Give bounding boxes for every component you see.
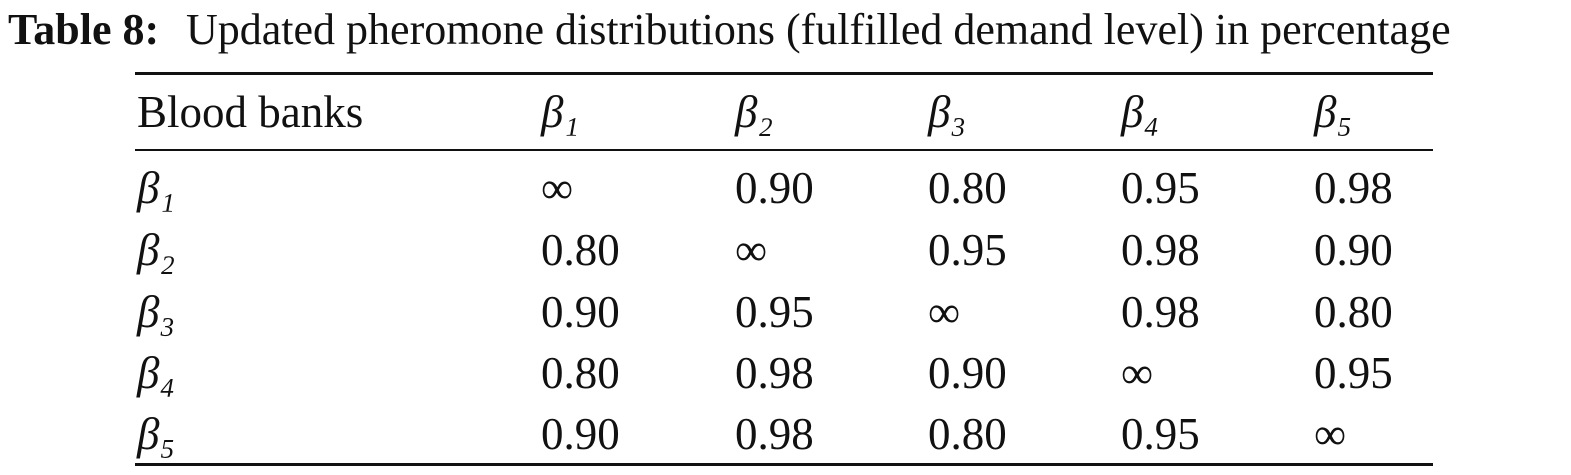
table-cell: 0.98 bbox=[1314, 163, 1393, 213]
bottom-rule bbox=[135, 463, 1433, 466]
table-cell: 0.95 bbox=[1121, 409, 1200, 459]
table-cell: 0.98 bbox=[1121, 225, 1200, 275]
table-cell: 0.98 bbox=[1121, 287, 1200, 337]
table-cell: 0.90 bbox=[541, 287, 620, 337]
row-label: β₁ bbox=[137, 163, 176, 213]
table-cell: ∞ bbox=[735, 225, 768, 275]
header-cell: β₃ bbox=[928, 87, 967, 137]
row-label: β₃ bbox=[137, 287, 176, 337]
header-cell: β₁ bbox=[541, 87, 580, 137]
header-cell: Blood banks bbox=[137, 87, 364, 137]
caption-text: Updated pheromone distributions (fulfill… bbox=[186, 5, 1451, 54]
table-cell: 0.80 bbox=[928, 163, 1007, 213]
table-cell: 0.98 bbox=[735, 348, 814, 398]
table-cell: 0.98 bbox=[735, 409, 814, 459]
table-cell: 0.95 bbox=[1314, 348, 1393, 398]
table-cell: 0.80 bbox=[928, 409, 1007, 459]
table-cell: ∞ bbox=[1314, 409, 1347, 459]
table-cell: ∞ bbox=[928, 287, 961, 337]
header-cell: β₄ bbox=[1121, 87, 1160, 137]
table-cell: 0.80 bbox=[1314, 287, 1393, 337]
row-label: β₄ bbox=[137, 348, 176, 398]
table-cell: 0.90 bbox=[1314, 225, 1393, 275]
header-rule bbox=[135, 149, 1433, 151]
table-cell: ∞ bbox=[1121, 348, 1154, 398]
table-cell: 0.90 bbox=[541, 409, 620, 459]
table-cell: 0.95 bbox=[1121, 163, 1200, 213]
table-cell: 0.90 bbox=[928, 348, 1007, 398]
table-cell: 0.90 bbox=[735, 163, 814, 213]
header-cell: β₅ bbox=[1314, 87, 1353, 137]
caption-label: Table 8: bbox=[8, 5, 160, 54]
top-rule bbox=[135, 72, 1433, 75]
table-cell: ∞ bbox=[541, 163, 574, 213]
header-cell: β₂ bbox=[735, 87, 774, 137]
table-cell: 0.80 bbox=[541, 225, 620, 275]
table-cell: 0.95 bbox=[928, 225, 1007, 275]
row-label: β₂ bbox=[137, 225, 176, 275]
table-cell: 0.80 bbox=[541, 348, 620, 398]
table-cell: 0.95 bbox=[735, 287, 814, 337]
row-label: β₅ bbox=[137, 409, 176, 459]
